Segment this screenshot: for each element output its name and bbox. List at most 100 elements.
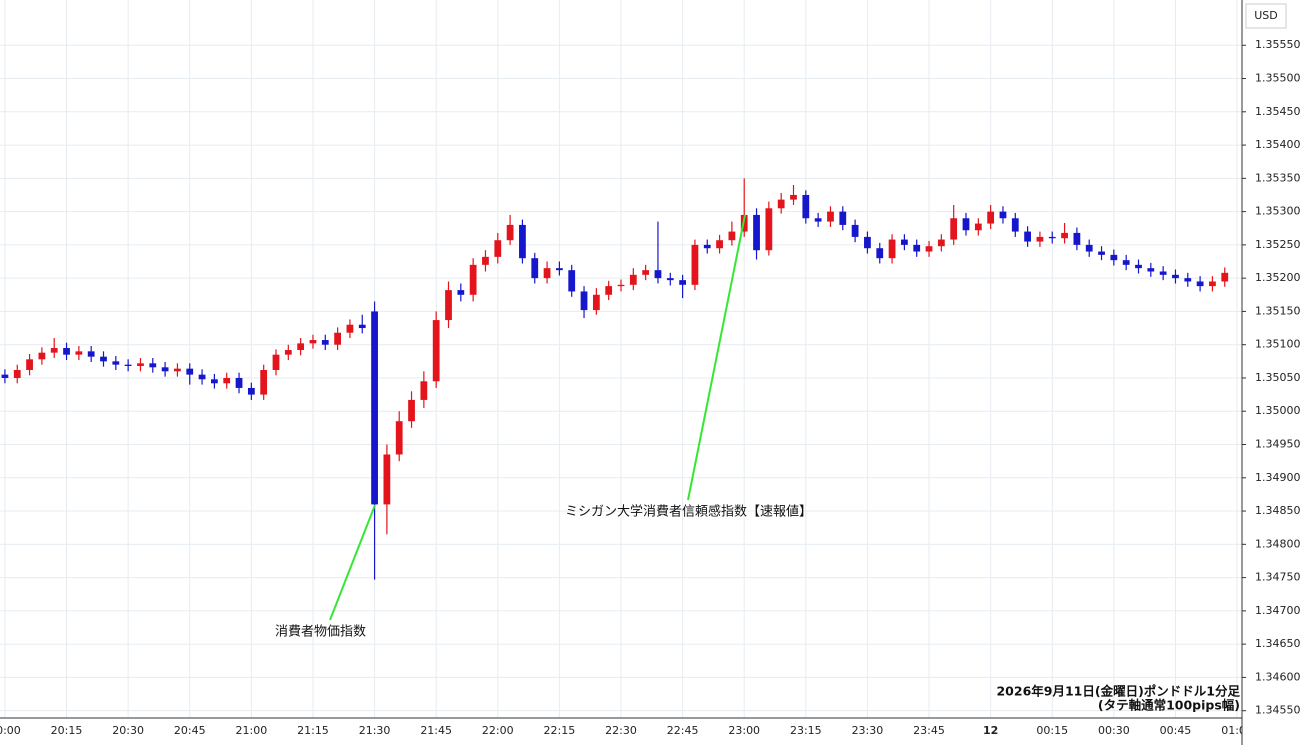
candle-body: [1209, 281, 1216, 287]
candle-body: [937, 239, 945, 247]
candle-body: [395, 421, 403, 455]
x-tick-label: 22:00: [482, 724, 514, 737]
y-tick-label: 1.35550: [1255, 38, 1300, 51]
candle-body: [519, 224, 526, 259]
x-tick-label: 23:45: [913, 724, 945, 737]
x-tick-label: 22:15: [544, 724, 576, 737]
candle-body: [13, 369, 21, 378]
x-tick-label: 21:45: [420, 724, 452, 737]
y-tick-label: 1.34550: [1255, 704, 1300, 717]
candle-body: [1122, 260, 1130, 265]
candle-body: [506, 224, 514, 241]
candle-body: [38, 352, 46, 360]
candle-body: [284, 350, 292, 355]
candle-body: [149, 363, 157, 368]
candle-body: [297, 343, 305, 351]
candle-body: [223, 377, 231, 384]
candle-body: [1135, 264, 1142, 269]
candle-body: [592, 294, 600, 311]
candle-body: [457, 290, 465, 295]
candle-body: [987, 211, 995, 224]
y-tick-label: 1.34750: [1255, 571, 1300, 584]
candle-body: [334, 332, 341, 345]
candle-body: [309, 340, 317, 344]
candle-body: [186, 368, 194, 375]
y-tick-label: 1.34700: [1255, 604, 1300, 617]
candle-body: [1221, 272, 1229, 282]
candle-body: [211, 379, 218, 384]
candle-body: [679, 280, 686, 285]
annotation-line: [687, 214, 746, 501]
y-tick-label: 1.34800: [1255, 537, 1300, 550]
candle-body: [765, 208, 773, 251]
candle-body: [247, 387, 255, 395]
y-tick-label: 1.35250: [1255, 238, 1300, 251]
x-tick-label: 00:15: [1036, 724, 1068, 737]
candle-body: [445, 290, 452, 321]
candle-body: [174, 368, 181, 372]
candle-body: [1036, 236, 1044, 242]
currency-label: USD: [1254, 9, 1278, 22]
candle-body: [1184, 278, 1192, 282]
x-tick-label: 22:45: [667, 724, 699, 737]
candle-body: [642, 270, 650, 275]
candle-body: [137, 363, 144, 366]
candle-body: [974, 223, 982, 231]
candle-body: [777, 199, 785, 209]
candle-body: [1073, 232, 1081, 245]
y-tick-label: 1.34950: [1255, 438, 1300, 451]
candle-body: [346, 324, 354, 333]
currency-box: [1245, 3, 1287, 29]
candle-body: [63, 348, 70, 355]
candle-body: [629, 274, 637, 285]
candle-body: [87, 351, 95, 357]
y-tick-label: 1.35300: [1255, 205, 1300, 218]
candle-body: [568, 270, 576, 292]
candle-body: [1011, 218, 1019, 232]
y-tick-label: 1.35150: [1255, 304, 1300, 317]
candle-body: [703, 244, 711, 249]
candle-body: [469, 264, 477, 295]
candle-body: [864, 236, 871, 249]
y-tick-label: 1.35400: [1255, 138, 1300, 151]
x-tick-label: 20:30: [112, 724, 144, 737]
candle-body: [408, 399, 415, 422]
candle-body: [1110, 254, 1118, 261]
candle-body: [962, 218, 970, 231]
candle-body: [876, 248, 884, 259]
y-tick-label: 1.34850: [1255, 504, 1300, 517]
candle-body: [999, 211, 1007, 219]
candle-body: [1098, 251, 1105, 255]
candle-body: [420, 381, 428, 400]
y-tick-label: 1.34650: [1255, 637, 1300, 650]
candle-body: [1048, 236, 1056, 239]
candle-body: [827, 211, 834, 222]
candle-body: [839, 211, 847, 225]
candle-body: [235, 377, 243, 388]
candle-body: [1061, 232, 1068, 239]
y-tick-label: 1.35200: [1255, 271, 1300, 284]
candle-body: [1085, 244, 1093, 252]
candle-body: [112, 361, 120, 365]
candle-body: [716, 240, 723, 249]
annotation: ミシガン大学消費者信頼感指数【速報値】: [565, 504, 812, 520]
candle-body: [605, 286, 613, 295]
candle-body: [753, 214, 760, 251]
candle-body: [728, 231, 736, 241]
y-tick-label: 1.34600: [1255, 670, 1300, 683]
candle-body: [691, 244, 699, 285]
y-tick-label: 1.35500: [1255, 72, 1300, 85]
candle-body: [1147, 268, 1155, 272]
x-tick-label: 22:30: [605, 724, 637, 737]
x-tick-label: 12: [983, 724, 998, 737]
candle-body: [1, 374, 9, 378]
candle-body: [1024, 231, 1031, 242]
candle-body: [494, 240, 502, 257]
candle-body: [543, 268, 551, 279]
candle-body: [75, 351, 83, 355]
candle-body: [432, 320, 440, 382]
candle-body: [901, 239, 908, 245]
candle-body: [260, 369, 268, 395]
candle-body: [482, 256, 489, 265]
